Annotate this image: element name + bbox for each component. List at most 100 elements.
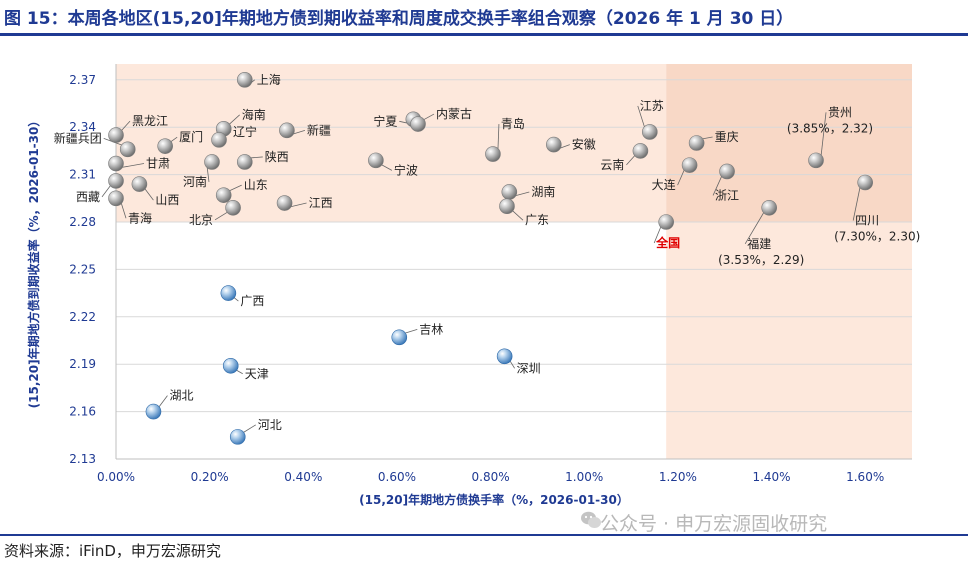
leader-line [511,209,524,221]
point-label-全国: 全国 [655,235,680,250]
point-新疆 [279,122,295,139]
point-青海 [108,190,124,207]
bottom-rule [0,534,968,536]
point-label-海南: 海南 [242,107,266,122]
point-浙江 [719,163,735,180]
point-label-江苏: 江苏 [640,99,664,113]
leader-line [214,211,229,221]
leader-line [206,165,210,183]
x-tick-label: 1.20% [659,470,697,484]
point-安徽 [545,136,562,153]
leader-line [820,112,827,157]
leader-line [701,136,713,140]
leader-line [422,113,435,121]
point-label-山东: 山东 [244,178,268,192]
point-广东 [499,198,515,214]
point-label-宁夏: 宁夏 [373,113,397,128]
point-福建 [761,199,777,216]
leader-line [228,114,240,126]
leader-line [744,211,765,244]
point-layer [108,71,873,445]
point-新疆兵团 [119,141,136,158]
axis-layer: 2.13 2.16 2.19 2.22 2.25 2.28 2.31 2.34 2.37 0.00… [26,64,912,506]
leader-line [497,124,500,151]
point-label-北京: 北京 [189,213,213,227]
point-label-河北: 河北 [258,418,282,432]
point-label-江西: 江西 [309,196,333,210]
point-全国 [658,214,674,230]
leader-line [626,154,636,166]
point-江苏 [641,124,658,140]
y-tick-label: 2.22 [69,310,96,324]
shade-upper-left [116,64,667,222]
leader-line [289,202,307,208]
point-吉林 [391,329,408,346]
x-tick-label: 0.20% [191,470,229,484]
leader-line [677,168,685,186]
point-label-浙江: 浙江 [715,188,739,202]
leader-line [712,175,723,196]
point-大连 [681,157,698,173]
point-西藏 [108,173,124,189]
leader-line [228,184,242,192]
point-label-新疆: 新疆 [307,122,331,137]
leader-line [158,395,168,408]
x-tick-label: 1.00% [565,470,603,484]
point-label-山西: 山西 [155,193,179,207]
scatter-chart: 2.13 2.16 2.19 2.22 2.25 2.28 2.31 2.34 2.37 0.00… [26,64,921,506]
point-label-贵州: 贵州 [828,105,852,119]
leader-line [509,360,515,369]
point-label-云南: 云南 [600,157,624,172]
point-label-安徽: 安徽 [572,137,596,152]
point-湖南 [501,184,518,200]
point-宁波 [368,152,384,169]
leader-line [249,156,263,159]
point-湖北 [145,403,162,420]
point-陕西 [236,154,253,170]
leader-line [653,225,662,244]
point-内蒙古 [410,116,426,132]
leader-line [852,186,861,221]
point-label-甘肃: 甘肃 [146,157,170,171]
point-label-黑龙江: 黑龙江 [132,114,168,128]
leader-line [169,136,178,143]
point-四川 [857,174,873,191]
x-tick-label: 1.60% [846,470,884,484]
point-label-上海: 上海 [257,72,281,87]
annotation-贵州: (3.85%，2.32) [787,121,873,135]
point-label-辽宁: 辽宁 [233,124,257,139]
point-上海 [236,71,253,88]
point-label-福建: 福建 [747,236,771,251]
leader-line [514,191,530,197]
point-重庆 [688,135,705,151]
y-tick-label: 2.25 [69,262,96,276]
point-label-天津: 天津 [245,367,269,381]
point-广西 [220,285,237,301]
point-label-四川: 四川 [855,214,879,228]
y-tick-label: 2.19 [69,357,96,371]
leader-line [120,202,127,219]
leader-line [404,328,418,334]
point-label-重庆: 重庆 [715,130,739,144]
point-label-河南: 河南 [183,174,207,189]
point-label-新疆兵团: 新疆兵团 [54,130,102,145]
x-tick-label: 0.00% [97,470,135,484]
y-tick-label: 2.28 [69,215,96,229]
watermark-text: 公众号 · 申万宏源固收研究 [600,513,828,535]
leader-line [637,105,646,129]
x-tick-label: 0.40% [284,470,322,484]
point-辽宁 [211,132,227,148]
shade-lower-right [666,222,912,459]
x-tick-label: 1.40% [752,470,790,484]
y-tick-label: 2.34 [69,120,96,134]
point-厦门 [157,138,173,154]
point-label-广西: 广西 [240,294,264,308]
point-label-大连: 大连 [652,177,676,192]
point-label-湖北: 湖北 [169,388,193,403]
x-tick-label: 0.60% [378,470,416,484]
point-青岛 [485,146,501,162]
point-河北 [229,429,246,445]
point-深圳 [496,348,513,365]
leader-line [242,424,256,434]
